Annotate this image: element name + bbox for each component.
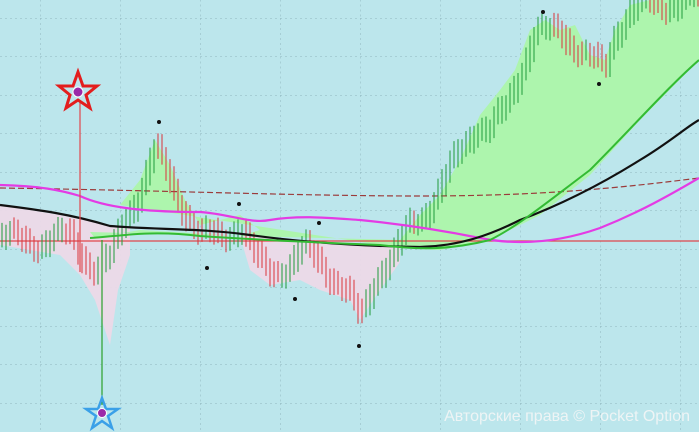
ma-green — [89, 59, 699, 250]
ma-magenta — [0, 177, 699, 244]
fractal-dots — [157, 10, 601, 348]
bullish-cloud — [90, 0, 699, 250]
sell-signal — [54, 67, 102, 112]
dashed-ma — [0, 177, 699, 197]
candles — [1, 0, 699, 324]
bearish-cloud — [0, 205, 130, 345]
buy-signal — [82, 394, 122, 432]
bearish-cloud — [240, 236, 400, 320]
watermark: Авторские права © Pocket Option — [444, 408, 690, 425]
